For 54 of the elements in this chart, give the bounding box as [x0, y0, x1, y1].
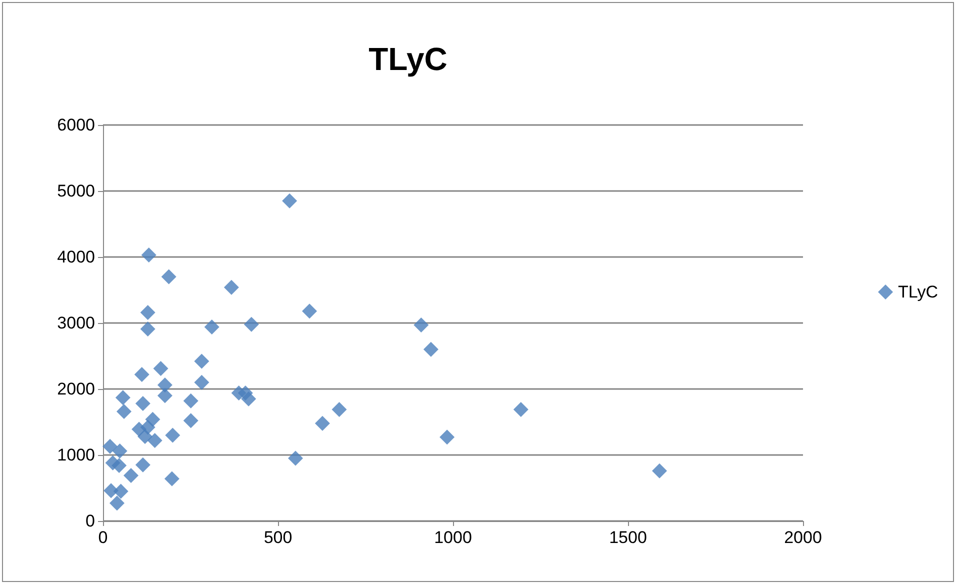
point: [141, 248, 156, 263]
point: [224, 280, 239, 295]
point: [135, 457, 150, 472]
point: [147, 432, 162, 448]
point: [157, 388, 172, 404]
point: [124, 468, 138, 483]
point: [102, 438, 118, 454]
point: [153, 361, 168, 376]
x-tick-label: 500: [264, 528, 292, 547]
point: [112, 444, 128, 459]
point: [332, 402, 347, 417]
y-tick-label: 4000: [57, 248, 95, 266]
y-tick-label: 5000: [57, 182, 95, 200]
point: [282, 193, 298, 208]
point: [314, 416, 330, 431]
point: [140, 321, 156, 336]
x-tick-label: 0: [98, 528, 108, 547]
x-tick-label: 1500: [609, 528, 647, 547]
point: [194, 374, 210, 390]
point: [110, 496, 124, 511]
point: [288, 450, 303, 466]
point: [140, 304, 156, 320]
point: [116, 404, 132, 419]
y-tick-label: 2000: [57, 380, 95, 398]
point: [241, 391, 256, 406]
point: [302, 304, 317, 319]
point: [244, 316, 259, 332]
point: [134, 366, 150, 382]
x-tick-label: 1000: [434, 528, 472, 547]
point: [183, 413, 198, 428]
point: [183, 393, 198, 408]
point: [135, 396, 150, 412]
y-tick-label: 6000: [57, 116, 95, 134]
point: [157, 378, 172, 393]
point: [440, 430, 455, 445]
point: [165, 428, 180, 443]
point: [423, 342, 438, 357]
point: [204, 319, 220, 334]
point: [138, 429, 152, 444]
legend-label: TLyC: [898, 282, 938, 302]
y-tick-label: 1000: [57, 446, 95, 464]
point: [194, 354, 210, 369]
point: [513, 402, 528, 417]
point: [652, 463, 667, 478]
point: [112, 458, 127, 474]
point: [164, 471, 180, 486]
x-tick-label: 2000: [784, 528, 822, 547]
point: [113, 484, 128, 499]
point: [115, 390, 130, 406]
chart-title: TLyC: [368, 41, 448, 77]
point: [161, 269, 176, 284]
y-tick-label: 0: [86, 512, 95, 530]
point: [414, 317, 429, 332]
y-tick-label: 3000: [57, 314, 95, 332]
